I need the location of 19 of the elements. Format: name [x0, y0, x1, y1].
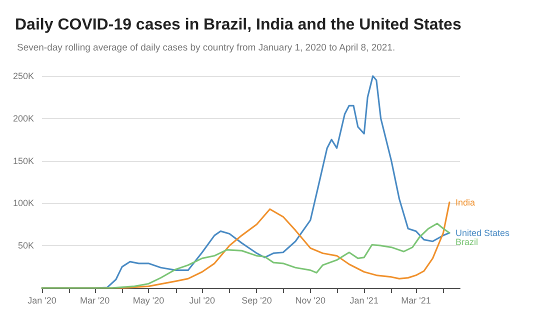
x-tick-label: Sep '20 — [242, 296, 272, 306]
chart-title: Daily COVID-19 cases in Brazil, India and the United States — [15, 16, 462, 34]
x-tick-label: May '20 — [132, 296, 164, 306]
line-series — [41, 222, 450, 289]
x-tick-label: Mar '21 — [401, 296, 431, 306]
x-tick-label: Jan '20 — [28, 296, 56, 306]
x-tick-label: Nov '20 — [295, 296, 326, 306]
series-label: United States — [455, 228, 510, 238]
y-tick-label: 100K — [12, 198, 34, 208]
y-tick-label: 50K — [18, 240, 34, 251]
series-label: Brazil — [455, 236, 478, 247]
y-tick-label: 150K — [12, 156, 34, 166]
x-tick-label: Jan '21 — [350, 296, 378, 306]
y-tick-label: 200K — [12, 113, 34, 124]
chart-subtitle: Seven-day rolling average of daily cases by country from January 1, 2020 to April 8, 2021. — [17, 42, 396, 54]
x-tick-label: Mar '20 — [80, 296, 110, 306]
series-label: India — [455, 197, 475, 208]
y-tick-label: 250K — [12, 71, 34, 81]
x-tick-label: Jul '20 — [189, 296, 216, 306]
